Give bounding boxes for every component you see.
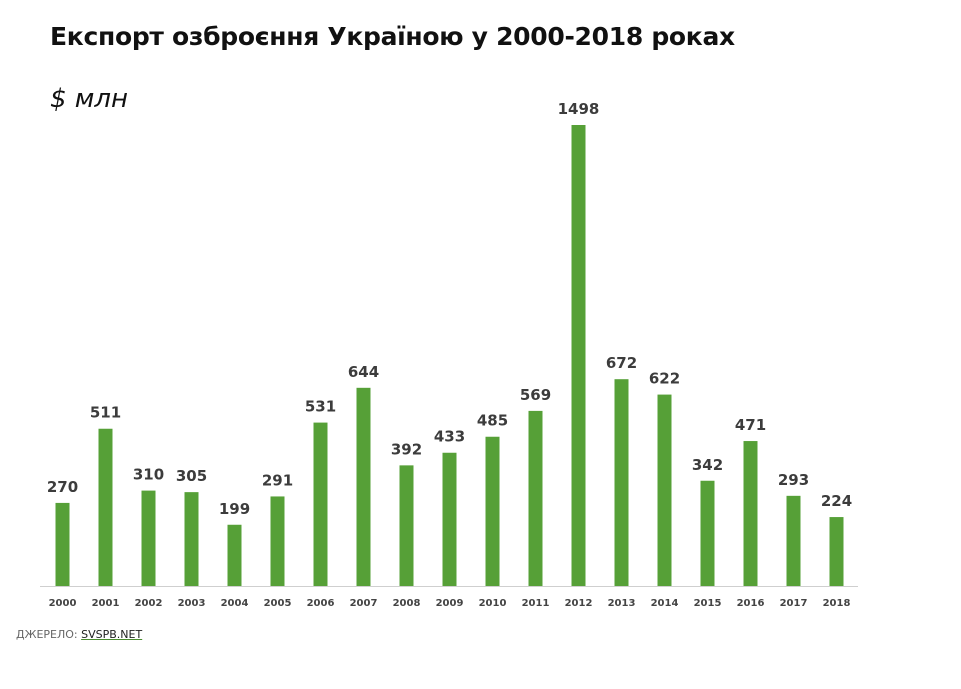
x-tick-label-2007: 2007 [350, 598, 378, 609]
x-tick-label-2003: 2003 [178, 598, 206, 609]
bar-2014 [657, 394, 672, 586]
bar-2000 [55, 502, 70, 586]
bar-2011 [528, 410, 543, 586]
bar-2003 [184, 492, 199, 586]
data-label-2007: 644 [348, 363, 379, 381]
source-label: ДЖЕРЕЛО: [16, 628, 78, 641]
bar-2015 [700, 480, 715, 586]
bar-2012 [571, 125, 586, 586]
data-label-2000: 270 [47, 478, 78, 496]
data-label-2001: 511 [90, 404, 121, 422]
bar-2005 [270, 496, 285, 586]
source-link[interactable]: SVSPB.NET [81, 628, 143, 641]
x-tick-label-2017: 2017 [780, 598, 808, 609]
data-label-2008: 392 [391, 440, 422, 458]
bar-2006 [313, 422, 328, 586]
data-label-2012: 1498 [558, 100, 600, 118]
x-tick-label-2001: 2001 [92, 598, 120, 609]
bar-2016 [743, 441, 758, 586]
x-tick-label-2018: 2018 [823, 598, 851, 609]
source-note: ДЖЕРЕЛО: SVSPB.NET [16, 628, 142, 641]
x-tick-label-2009: 2009 [436, 598, 464, 609]
bar-2010 [485, 436, 500, 586]
data-label-2016: 471 [735, 416, 766, 434]
x-tick-label-2014: 2014 [651, 598, 679, 609]
data-label-2002: 310 [133, 466, 164, 484]
x-tick-label-2010: 2010 [479, 598, 507, 609]
chart-unit-label: $ млн [50, 84, 129, 114]
chart-title: Експорт озброєння Україною у 2000-2018 р… [50, 22, 735, 51]
x-tick-label-2008: 2008 [393, 598, 421, 609]
data-label-2011: 569 [520, 386, 551, 404]
data-label-2018: 224 [821, 492, 852, 510]
x-tick-label-2016: 2016 [737, 598, 765, 609]
data-label-2009: 433 [434, 428, 465, 446]
bar-2008 [399, 465, 414, 586]
bar-2018 [829, 517, 844, 586]
data-label-2014: 622 [649, 370, 680, 388]
data-label-2004: 199 [219, 500, 250, 518]
x-tick-label-2005: 2005 [264, 598, 292, 609]
data-label-2005: 291 [262, 471, 293, 489]
x-tick-label-2006: 2006 [307, 598, 335, 609]
x-tick-label-2015: 2015 [694, 598, 722, 609]
bar-2001 [98, 428, 113, 586]
x-tick-label-2013: 2013 [608, 598, 636, 609]
data-label-2006: 531 [305, 398, 336, 416]
bar-2009 [442, 452, 457, 586]
x-tick-label-2012: 2012 [565, 598, 593, 609]
bar-2007 [356, 387, 371, 586]
data-label-2015: 342 [692, 456, 723, 474]
data-label-2010: 485 [477, 412, 508, 430]
x-tick-label-2000: 2000 [49, 598, 77, 609]
bar-2017 [786, 495, 801, 586]
data-label-2003: 305 [176, 467, 207, 485]
bar-2002 [141, 490, 156, 586]
data-label-2017: 293 [778, 471, 809, 489]
x-tick-label-2011: 2011 [522, 598, 550, 609]
data-label-2013: 672 [606, 354, 637, 372]
bar-2004 [227, 524, 242, 586]
bar-2013 [614, 379, 629, 586]
x-tick-label-2004: 2004 [221, 598, 249, 609]
x-tick-label-2002: 2002 [135, 598, 163, 609]
